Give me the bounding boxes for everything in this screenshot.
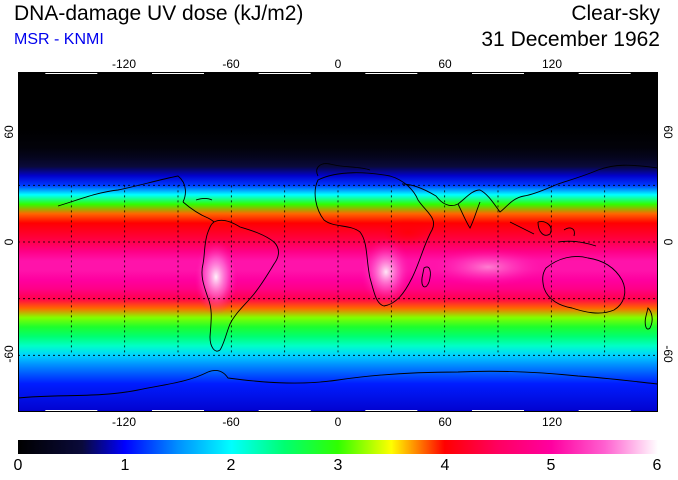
lat-tick-left: -60 xyxy=(2,345,16,363)
coast-eurasia xyxy=(316,163,658,213)
lat-tick-right: 0 xyxy=(661,238,675,246)
lon-tick-bottom: 0 xyxy=(334,415,342,429)
lat-tick-left: 60 xyxy=(2,125,16,139)
lat-tick-right: 60 xyxy=(661,125,675,139)
uv-dose-map xyxy=(18,72,658,412)
colorbar-label: 4 xyxy=(440,457,450,474)
lon-tick-top: 120 xyxy=(541,57,563,71)
colorbar-label: 2 xyxy=(226,457,236,474)
colorbar-ramp xyxy=(18,440,658,454)
lon-tick-bottom: -120 xyxy=(111,415,137,429)
colorbar-label: 6 xyxy=(652,457,662,474)
graticule xyxy=(18,184,658,356)
coast-madagascar xyxy=(421,266,431,288)
date-label: 31 December 1962 xyxy=(481,28,660,51)
coast-africa xyxy=(314,172,434,307)
coast-antarctica xyxy=(18,369,658,399)
sky-condition-label: Clear-sky xyxy=(571,2,660,25)
lon-tick-top: 0 xyxy=(334,57,342,71)
colorbar-label: 5 xyxy=(546,457,556,474)
lat-tick-right: -60 xyxy=(661,345,675,363)
coastlines xyxy=(18,163,658,399)
coast-north-america xyxy=(57,175,186,207)
coast-central-america xyxy=(182,201,215,223)
warm-patch-africa-north xyxy=(383,218,433,246)
coast-maritime-continent xyxy=(509,221,597,247)
lon-tick-bottom: -60 xyxy=(222,415,240,429)
map-frame xyxy=(18,72,658,412)
colorbar-label: 1 xyxy=(120,457,130,474)
colorbar-label: 0 xyxy=(13,457,23,474)
coast-caribbean xyxy=(195,198,213,201)
hotspot-southern-africa xyxy=(360,238,412,306)
coast-new-zealand xyxy=(644,307,653,330)
map-title: DNA-damage UV dose (kJ/m2) xyxy=(14,2,304,25)
coast-australia xyxy=(542,256,626,314)
lon-tick-top: -60 xyxy=(222,57,240,71)
lon-tick-bottom: 60 xyxy=(438,415,452,429)
lon-tick-bottom: 120 xyxy=(541,415,563,429)
hotspot-andes xyxy=(194,239,238,315)
colorbar-label: 3 xyxy=(333,457,343,474)
lon-tick-top: 60 xyxy=(438,57,452,71)
lon-tick-top: -120 xyxy=(111,57,137,71)
coast-india xyxy=(457,201,481,229)
coast-south-america xyxy=(201,219,279,352)
hotspot-indian-ocean xyxy=(428,247,548,287)
colorbar xyxy=(18,440,658,454)
source-label: MSR - KNMI xyxy=(14,31,104,48)
lat-tick-left: 0 xyxy=(2,238,16,246)
